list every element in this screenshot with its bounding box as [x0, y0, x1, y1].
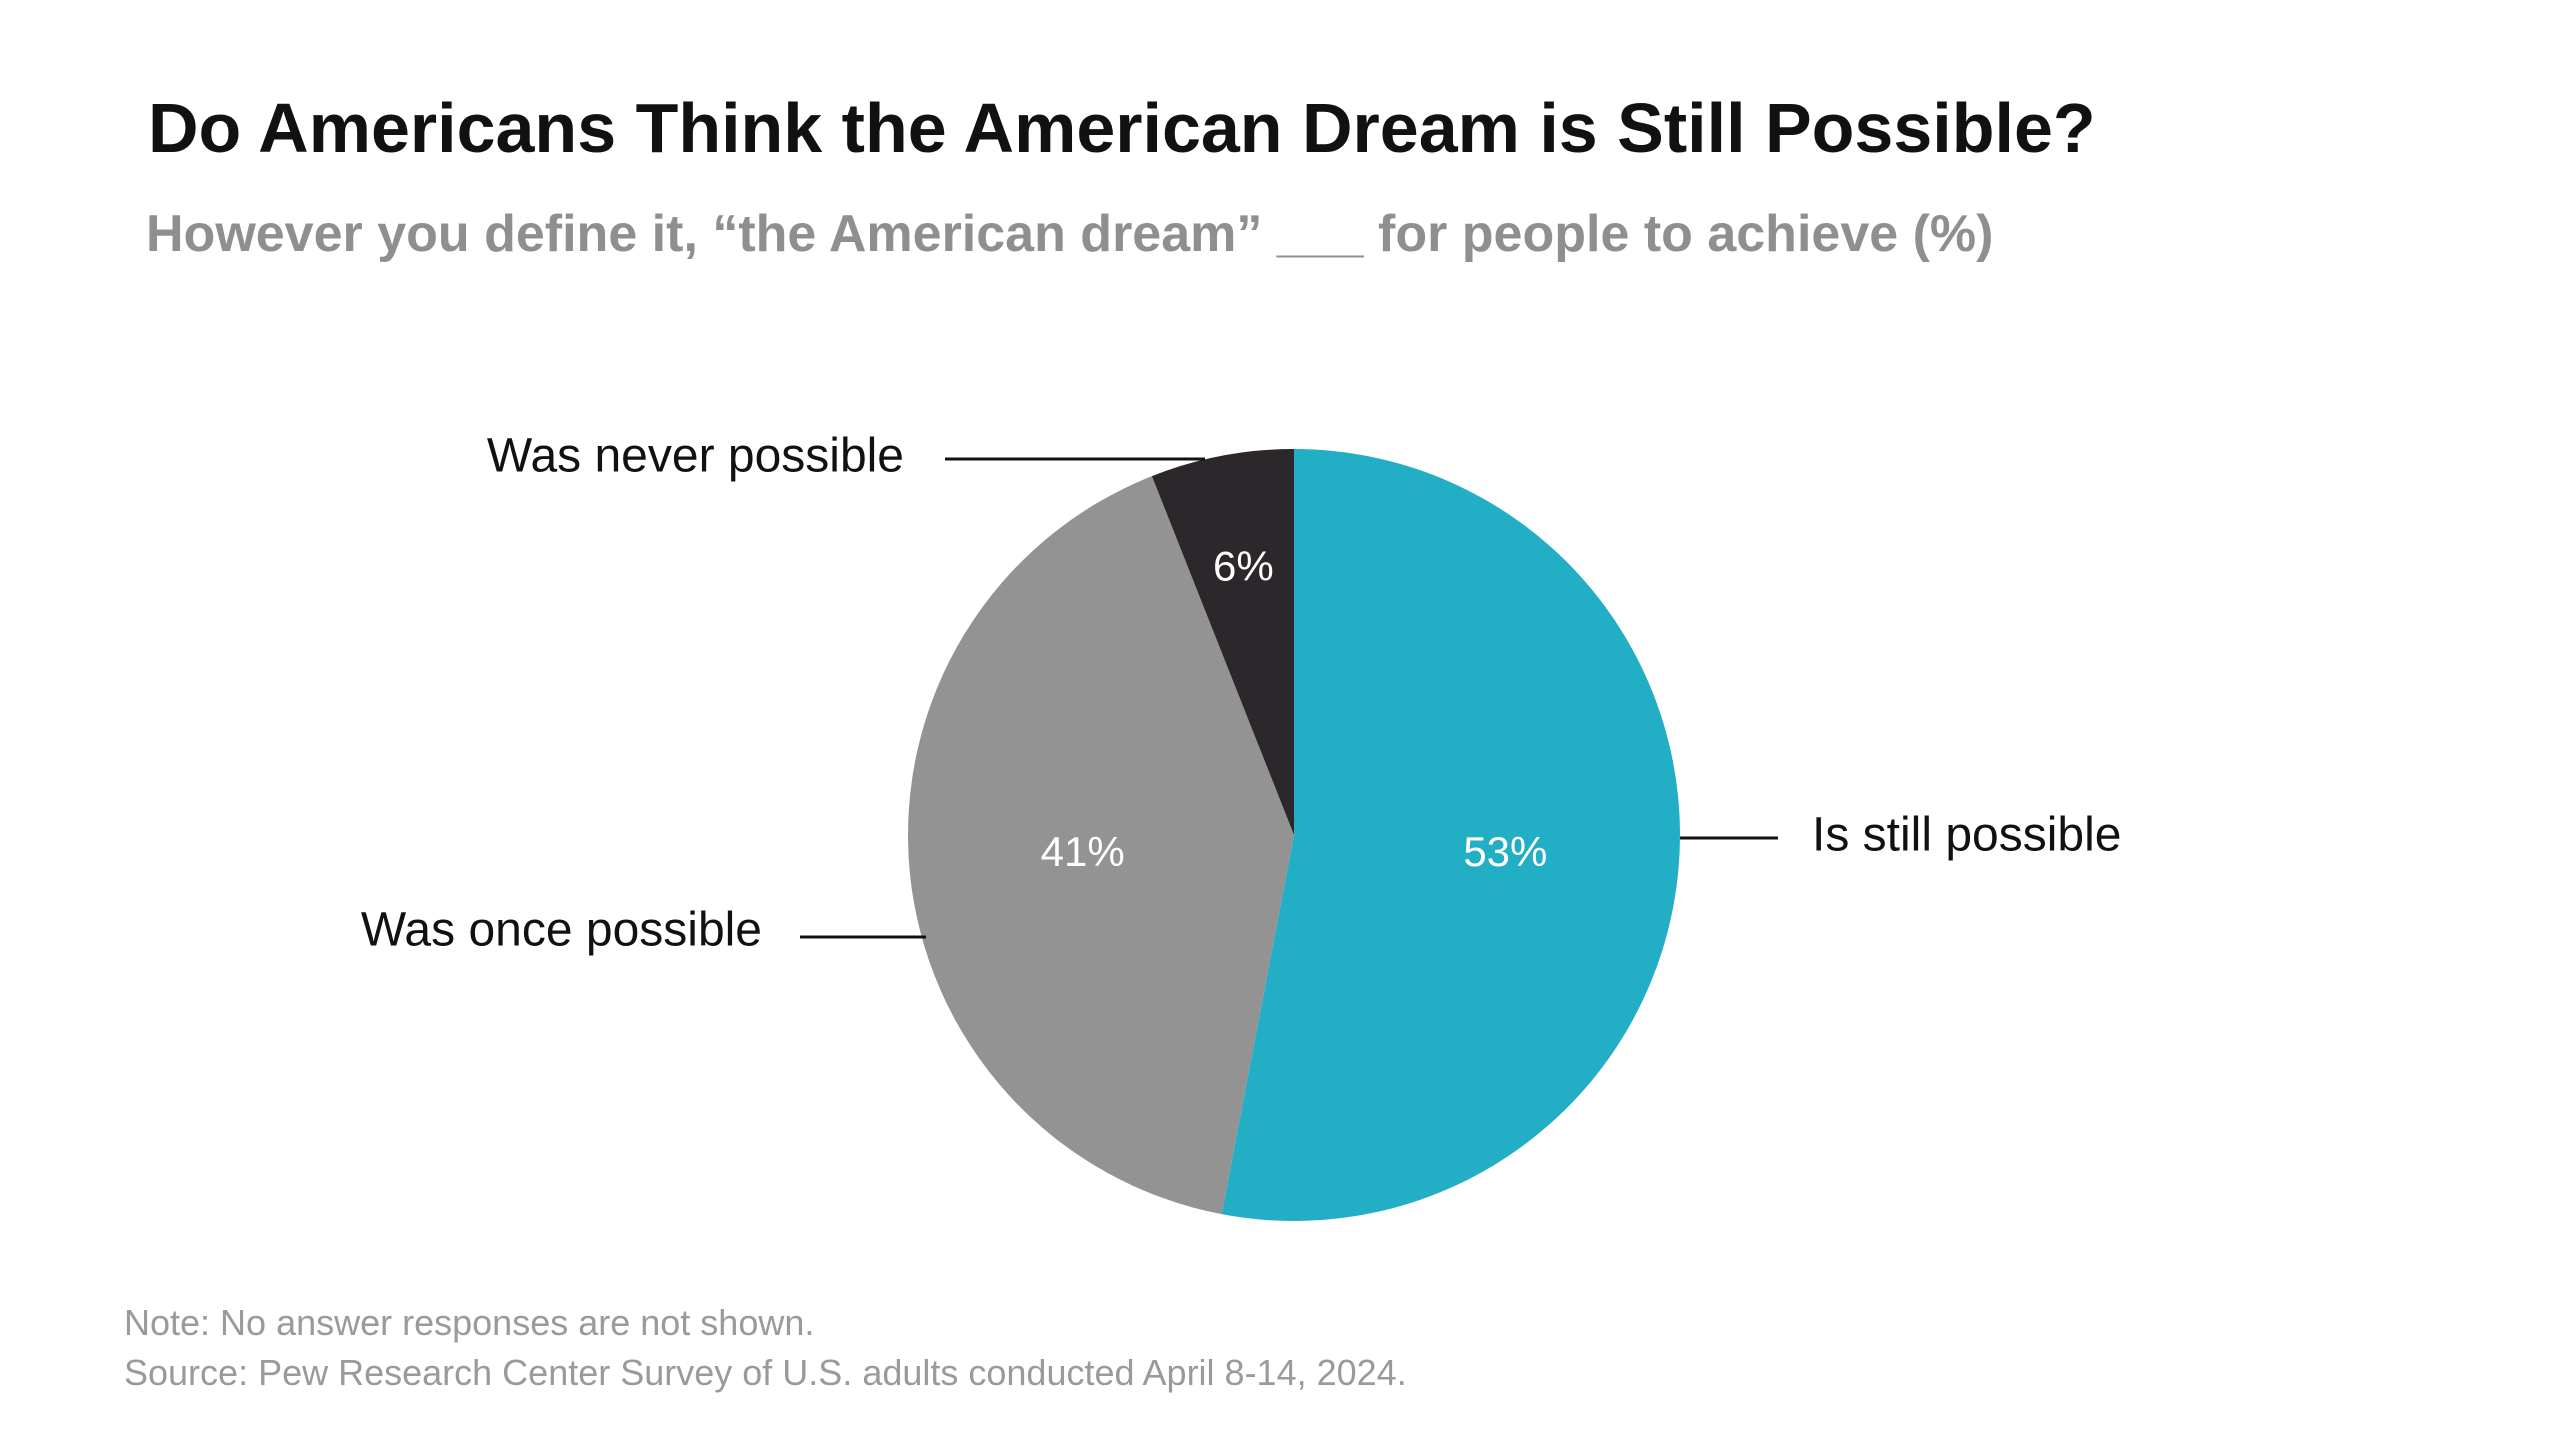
pie-slice-1	[1221, 449, 1681, 1221]
pie-slice-3	[1151, 449, 1294, 835]
slice-value-label-2: 41%	[1041, 828, 1125, 875]
slice-value-label-3: 6%	[1213, 543, 1274, 590]
source-text: Source: Pew Research Center Survey of U.…	[124, 1352, 1407, 1393]
chart-subtitle: However you define it, “the American dre…	[146, 205, 1994, 263]
slice-category-label-3: Was never possible	[487, 430, 904, 483]
chart-title: Do Americans Think the American Dream is…	[148, 89, 2096, 167]
footer-notes: Note: No answer responses are not shown.…	[124, 1298, 1407, 1398]
note-text: Note: No answer responses are not shown.	[124, 1302, 815, 1343]
slice-value-label-1: 53%	[1463, 828, 1547, 875]
slice-category-label-1: Is still possible	[1812, 809, 2121, 862]
slice-category-label-2: Was once possible	[361, 904, 762, 957]
pie-slice-2	[907, 476, 1294, 1215]
